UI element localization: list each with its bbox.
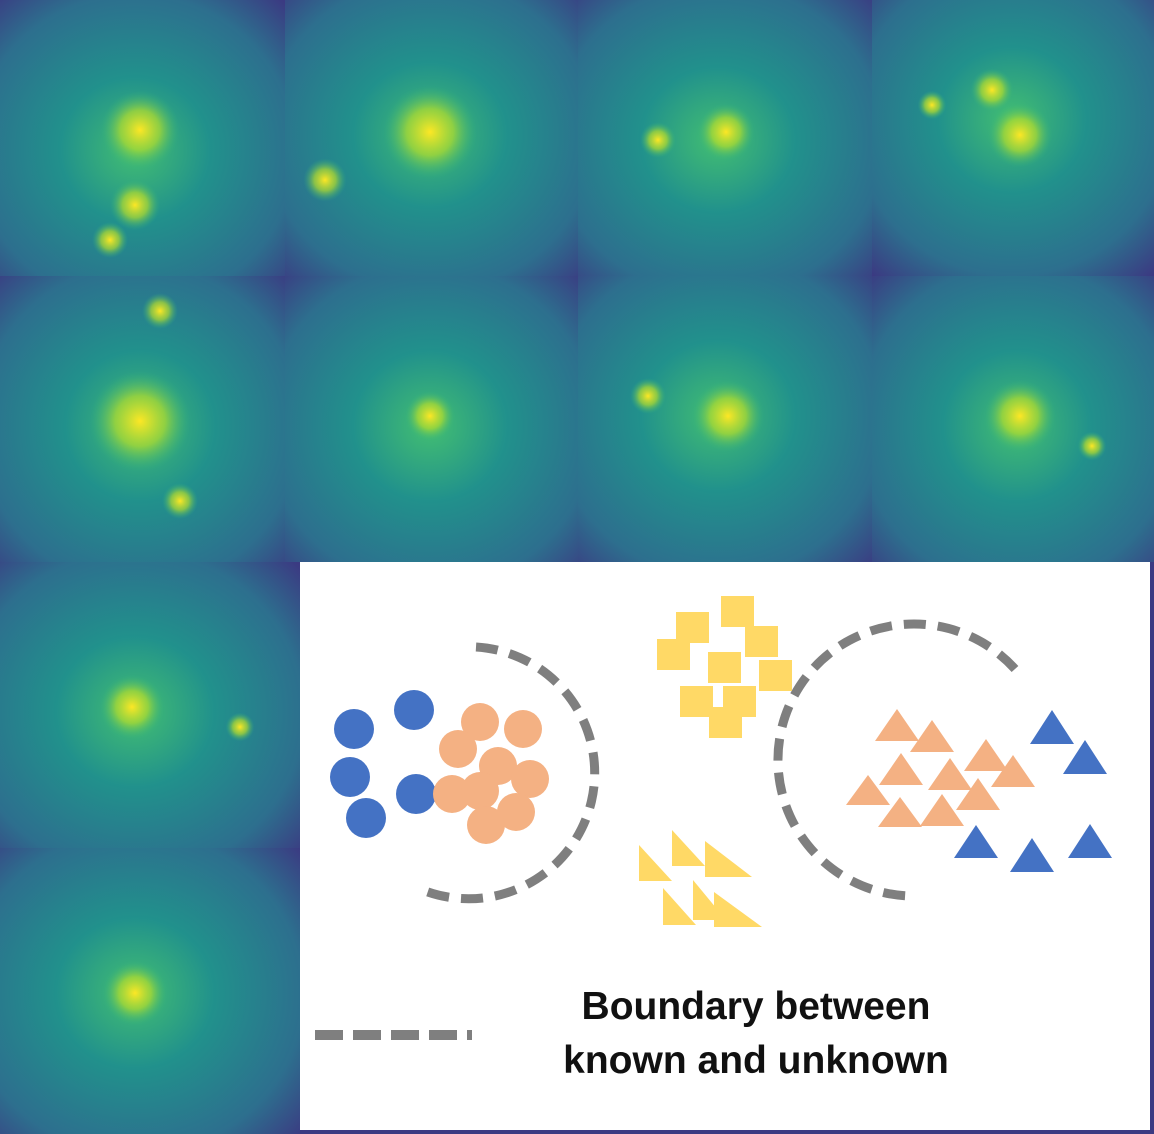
unknown-triangle <box>878 797 922 827</box>
unknown-circle <box>467 806 505 844</box>
yellow-triangle <box>663 888 696 925</box>
known-triangle <box>954 825 998 858</box>
heatmap-tile <box>872 0 1154 276</box>
yellow-triangle <box>672 830 705 866</box>
unknown-circle <box>504 710 542 748</box>
heatmap-tile <box>578 276 872 562</box>
unknown-triangle <box>964 739 1008 771</box>
right-boundary-arc <box>773 619 1019 901</box>
squares-group <box>657 596 792 738</box>
unknown-triangle <box>928 758 972 790</box>
known-circle <box>394 690 434 730</box>
unknown-triangle <box>920 794 964 826</box>
heatmap-tile <box>0 848 300 1134</box>
known-triangle <box>1030 710 1074 744</box>
square <box>759 660 792 691</box>
known-triangle <box>1010 838 1054 872</box>
known-triangles-group <box>954 710 1112 872</box>
unknown-triangle <box>991 755 1035 787</box>
unknown-circle <box>461 772 499 810</box>
yellow-triangle <box>705 841 752 877</box>
unknown-triangles-group <box>846 709 1035 827</box>
yellow-triangle <box>714 892 762 927</box>
square <box>721 596 754 627</box>
unknown-circle <box>439 730 477 768</box>
unknown-triangle <box>846 775 890 805</box>
unknown-triangle <box>910 720 954 752</box>
boundary-diagram-panel: Boundary between known and unknown <box>300 562 1150 1130</box>
square <box>657 639 690 670</box>
heatmap-tile <box>0 562 300 848</box>
heatmap-tile <box>0 276 285 562</box>
square <box>745 626 778 657</box>
heatmap-tile <box>285 0 578 276</box>
yellow-triangle <box>639 845 672 881</box>
left-boundary-arc <box>418 642 600 904</box>
heatmap-tile <box>872 276 1154 562</box>
known-circle <box>346 798 386 838</box>
unknown-triangle <box>875 709 919 741</box>
legend-line-1: Boundary between <box>581 985 931 1028</box>
unknown-triangle <box>956 778 1000 810</box>
unknown-circle <box>497 793 535 831</box>
unknown-circle <box>433 775 471 813</box>
known-circles-group <box>330 690 436 838</box>
unknown-circle <box>511 760 549 798</box>
square <box>676 612 709 643</box>
known-circle <box>330 757 370 797</box>
unknown-circle <box>461 703 499 741</box>
known-triangle <box>1068 824 1112 858</box>
known-circle <box>396 774 436 814</box>
square <box>680 686 713 717</box>
yellow-triangles-group <box>639 830 762 927</box>
square <box>709 707 742 738</box>
unknown-circles-group <box>433 703 549 844</box>
heatmap-tile <box>0 0 285 276</box>
unknown-triangle <box>879 753 923 785</box>
heatmap-tile <box>578 0 872 276</box>
known-triangle <box>1063 740 1107 774</box>
legend-line-2: known and unknown <box>563 1039 949 1082</box>
diagram-svg <box>315 596 1112 1040</box>
known-circle <box>334 709 374 749</box>
heatmap-tile <box>285 276 578 562</box>
legend-text: Boundary between known and unknown <box>300 980 1154 1088</box>
square <box>708 652 741 683</box>
